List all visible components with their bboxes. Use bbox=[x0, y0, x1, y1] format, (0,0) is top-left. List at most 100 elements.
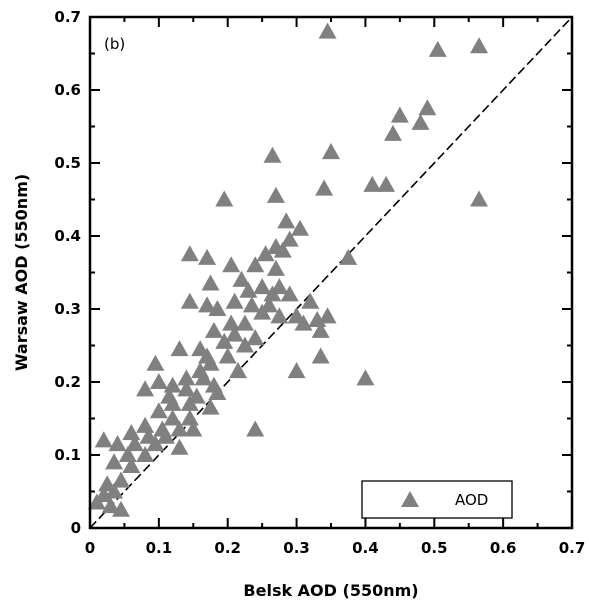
data-point bbox=[180, 292, 199, 309]
x-tick-label: 0.6 bbox=[490, 539, 517, 557]
data-point bbox=[108, 435, 127, 452]
data-point bbox=[111, 500, 130, 517]
data-point bbox=[280, 285, 299, 302]
data-point bbox=[253, 303, 272, 320]
data-point bbox=[235, 314, 254, 331]
data-point bbox=[180, 409, 199, 426]
data-point bbox=[339, 248, 358, 265]
data-point bbox=[122, 456, 141, 473]
data-point bbox=[177, 380, 196, 397]
legend-box bbox=[361, 480, 513, 519]
data-point bbox=[136, 446, 155, 463]
y-tick-label: 0.5 bbox=[54, 154, 81, 172]
data-point bbox=[377, 175, 396, 192]
data-point bbox=[218, 347, 237, 364]
data-point bbox=[215, 190, 234, 207]
data-point bbox=[163, 409, 182, 426]
y-tick-label: 0 bbox=[71, 519, 81, 537]
data-point bbox=[266, 259, 285, 276]
data-point bbox=[177, 369, 196, 386]
data-point bbox=[170, 438, 189, 455]
data-point bbox=[146, 354, 165, 371]
data-point bbox=[170, 340, 189, 357]
data-point bbox=[201, 354, 220, 371]
panel-label: (b) bbox=[104, 35, 125, 53]
data-point bbox=[180, 245, 199, 262]
data-point bbox=[383, 124, 402, 141]
data-point bbox=[318, 22, 337, 39]
data-point bbox=[163, 376, 182, 393]
data-point bbox=[263, 285, 282, 302]
data-point bbox=[222, 256, 241, 273]
data-points bbox=[87, 22, 489, 517]
legend-triangle-marker bbox=[401, 491, 419, 507]
data-point bbox=[235, 336, 254, 353]
data-point bbox=[239, 281, 258, 298]
data-point bbox=[390, 106, 409, 123]
data-point bbox=[470, 190, 489, 207]
data-point bbox=[105, 482, 124, 499]
x-tick-label: 0.4 bbox=[352, 539, 379, 557]
y-tick-label: 0.7 bbox=[54, 8, 81, 26]
data-point bbox=[315, 179, 334, 196]
data-point bbox=[294, 314, 313, 331]
data-point bbox=[180, 394, 199, 411]
data-point bbox=[356, 369, 375, 386]
y-tick-label: 0.2 bbox=[54, 373, 81, 391]
data-point bbox=[242, 296, 261, 313]
data-point bbox=[136, 416, 155, 433]
data-point bbox=[287, 362, 306, 379]
data-point bbox=[263, 146, 282, 163]
legend: AOD bbox=[361, 480, 513, 519]
data-point bbox=[149, 373, 168, 390]
x-tick-label: 0 bbox=[85, 539, 95, 557]
data-point bbox=[198, 248, 217, 265]
data-point bbox=[163, 394, 182, 411]
data-point bbox=[146, 435, 165, 452]
data-point bbox=[311, 347, 330, 364]
data-point bbox=[280, 230, 299, 247]
data-point bbox=[125, 435, 144, 452]
data-point bbox=[215, 332, 234, 349]
data-point bbox=[208, 383, 227, 400]
data-point bbox=[201, 398, 220, 415]
x-tick-label: 0.3 bbox=[283, 539, 310, 557]
x-tick-labels: 0 0.1 0.2 0.3 0.4 0.5 0.6 0.7 bbox=[85, 539, 586, 557]
y-tick-label: 0.6 bbox=[54, 81, 81, 99]
data-point bbox=[428, 40, 447, 57]
data-point bbox=[225, 325, 244, 342]
data-point bbox=[149, 402, 168, 419]
data-point bbox=[246, 420, 265, 437]
data-point bbox=[301, 292, 320, 309]
x-tick-label: 0.7 bbox=[559, 539, 586, 557]
x-axis-title: Belsk AOD (550nm) bbox=[243, 581, 418, 600]
data-point bbox=[136, 380, 155, 397]
data-point bbox=[470, 37, 489, 54]
data-point bbox=[222, 314, 241, 331]
data-point bbox=[277, 212, 296, 229]
data-point bbox=[266, 186, 285, 203]
data-point bbox=[418, 99, 437, 116]
y-tick-label: 0.4 bbox=[54, 227, 81, 245]
data-point bbox=[198, 296, 217, 313]
data-point bbox=[194, 369, 213, 386]
x-tick-label: 0.1 bbox=[146, 539, 173, 557]
x-tick-label: 0.5 bbox=[421, 539, 448, 557]
data-point bbox=[322, 143, 340, 160]
data-point bbox=[101, 497, 120, 514]
data-point bbox=[208, 300, 227, 317]
data-point bbox=[201, 274, 220, 291]
data-point bbox=[156, 427, 175, 444]
data-point bbox=[170, 420, 189, 437]
data-point bbox=[270, 307, 289, 324]
data-point bbox=[291, 219, 310, 236]
data-point bbox=[256, 245, 275, 262]
y-axis-title: Warsaw AOD (550nm) bbox=[12, 174, 31, 371]
data-point bbox=[246, 329, 265, 346]
data-point bbox=[225, 292, 244, 309]
data-point bbox=[411, 113, 430, 130]
data-point bbox=[363, 175, 382, 192]
data-point bbox=[273, 241, 292, 258]
data-point bbox=[184, 420, 203, 437]
